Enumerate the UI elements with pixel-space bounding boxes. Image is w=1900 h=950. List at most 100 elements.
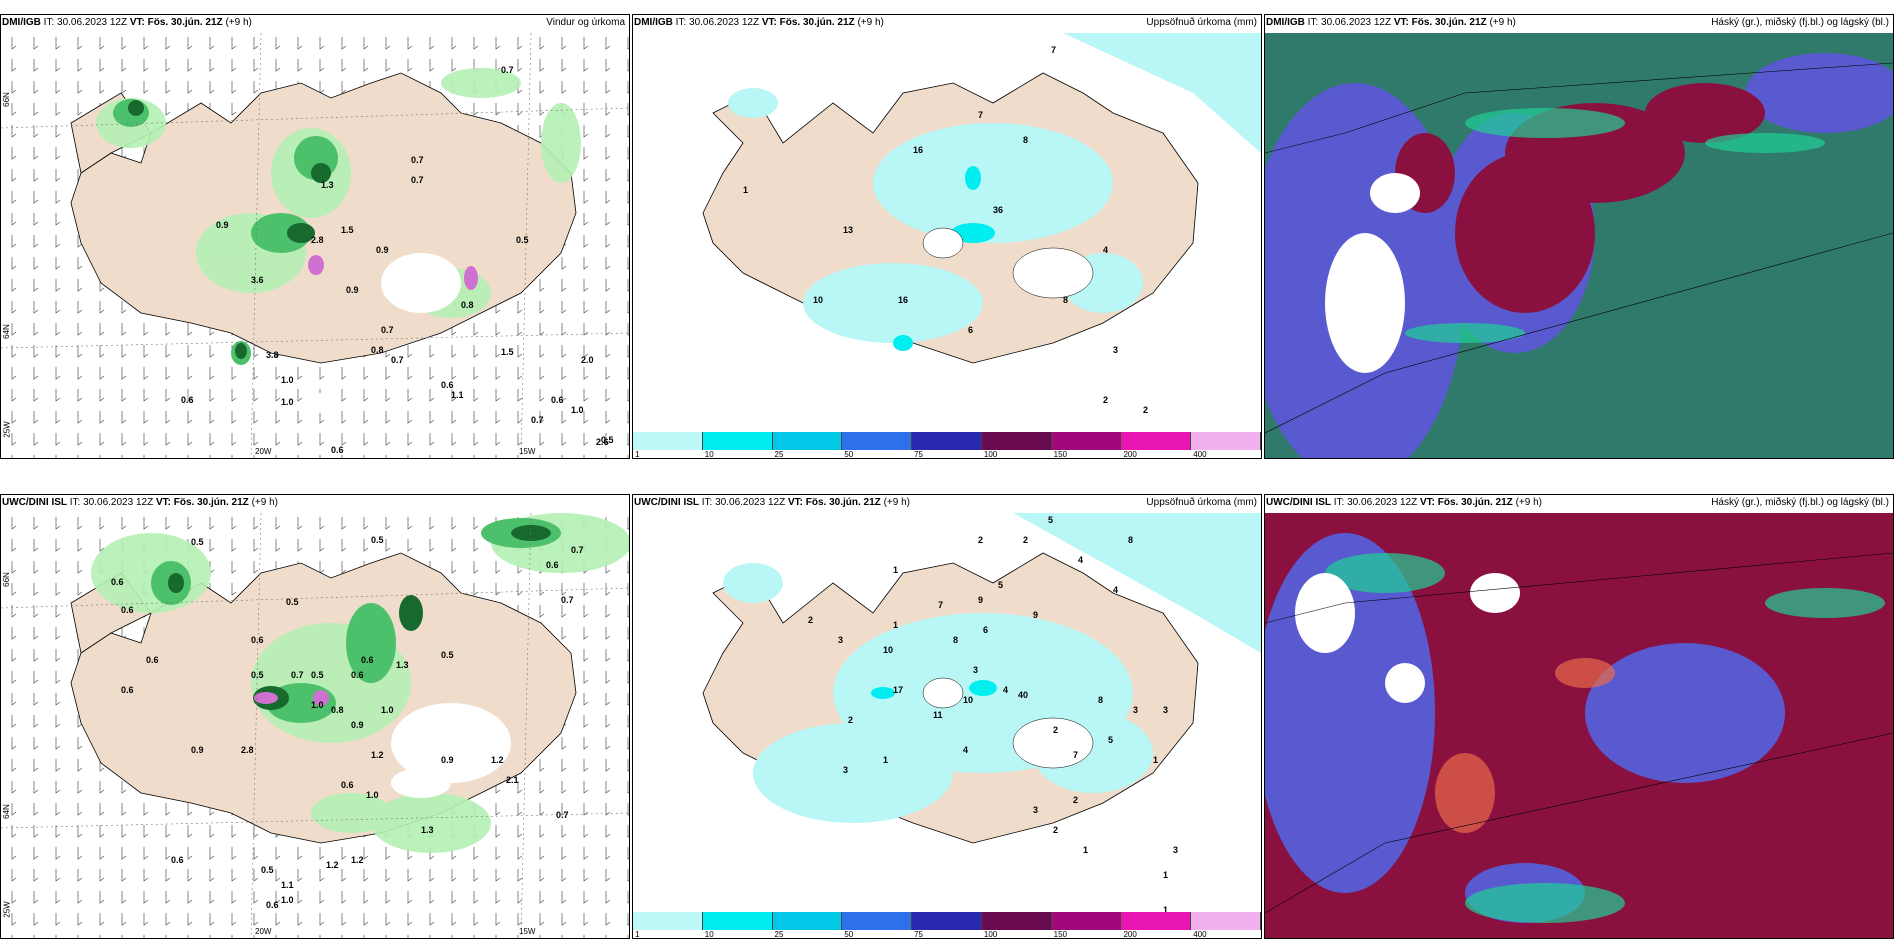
precip-value-label: 2	[808, 615, 813, 625]
panel-title: Háský (gr.), miðský (fj.bl.) og lágský (…	[1711, 17, 1889, 28]
precip-values: 0.7 0.9 1.3 0.7 0.7 0.5 0.9 1.5 0.6 0.7 0.9 3.6 2.8 0…	[181, 65, 614, 455]
init-time: 30.06.2023 12Z	[715, 497, 786, 508]
panel-header: DMI/IGB IT: 30.06.2023 12Z VT: Fös. 30.j…	[633, 15, 1261, 31]
model-source: DMI/IGB	[1266, 17, 1305, 28]
glacier-white	[306, 253, 461, 413]
precip-value-label: 2.0	[581, 355, 594, 365]
lon-label-20w: 20W	[255, 447, 272, 456]
panel-dmi-wind-precip: DMI/IGB IT: 30.06.2023 12Z VT: Fös. 30.j…	[0, 14, 630, 459]
cloud-mid	[1405, 108, 1825, 343]
init-time: 30.06.2023 12Z	[57, 17, 128, 28]
panel-header: UWC/DINI ISL IT: 30.06.2023 12Z VT: Fös.…	[1, 495, 629, 511]
colorbar-label: 200	[1123, 450, 1137, 459]
panel-dmi-clouds: DMI/IGB IT: 30.06.2023 12Z VT: Fös. 30.j…	[1264, 14, 1894, 459]
lon-label-25w: 25W	[2, 901, 12, 918]
precip-value-label: 36	[993, 205, 1003, 215]
precip-value-label: 3	[1163, 705, 1168, 715]
precip-value-label: 1	[893, 620, 898, 630]
colorbar-cell	[772, 912, 843, 930]
precip-value-label: 10	[963, 695, 973, 705]
wind-precip-map: 0.7 0.9 1.3 0.7 0.7 0.5 0.9 1.5 0.6 0.7 0.9 3.6 2.8 0…	[1, 33, 629, 458]
precip-dark	[128, 100, 331, 359]
precip-value-label: 2.1	[506, 775, 519, 785]
precip-value-label: 3.6	[251, 275, 264, 285]
colorbar-label: 25	[774, 930, 784, 939]
precip-value-label: 3	[1133, 705, 1138, 715]
precip-value-label: 1.0	[366, 790, 379, 800]
colorbar-cell	[912, 912, 982, 930]
precip-value-label: 0.5	[311, 670, 324, 680]
valid-time: Fös. 30.jún. 21Z	[779, 17, 855, 28]
precip-value-label: 0.6	[171, 855, 184, 865]
it-label: IT:	[701, 497, 713, 508]
lat-label-64n: 64N	[1, 804, 11, 819]
colorbar-label: 200	[1123, 930, 1137, 939]
cloud-cover-map	[1265, 33, 1893, 458]
precip-value-label: 5	[1048, 515, 1053, 525]
precip-value-label: 0.8	[331, 705, 344, 715]
precip-value-label: 2.8	[311, 235, 324, 245]
colorbar-label: 400	[1193, 930, 1207, 939]
lead-time: (+9 h)	[251, 497, 278, 508]
colorbar-label: 10	[704, 450, 714, 459]
precip-values: 0.5 0.5 0.6 0.7 0.6 0.6 0.5 0.6 0.6 0.7 0.5 0.7 0.5 0…	[111, 535, 584, 910]
colorbar-cell	[1121, 432, 1192, 450]
precip-value-label: 4	[963, 745, 968, 755]
precip-value-label: 4	[1103, 245, 1108, 255]
precip-value-label: 1.2	[491, 755, 504, 765]
lead-time: (+9 h)	[225, 17, 252, 28]
precip-value-label: 1.0	[281, 375, 294, 385]
precip-value-label: 8	[1063, 295, 1068, 305]
cloud-cover-map	[1265, 513, 1893, 938]
precip-value-label: 8	[1023, 135, 1028, 145]
precip-value-label: 2.8	[241, 745, 254, 755]
precip-value-label: 0.7	[391, 355, 404, 365]
valid-time: Fös. 30.jún. 21Z	[147, 17, 223, 28]
valid-time: Fös. 30.jún. 21Z	[805, 497, 881, 508]
precip-value-label: 7	[938, 600, 943, 610]
precip-value-label: 4	[1003, 685, 1008, 695]
colorbar-label: 150	[1053, 930, 1068, 939]
precip-value-label: 7	[978, 110, 983, 120]
precip-value-label: 13	[843, 225, 853, 235]
precip-value-label: 0.6	[266, 900, 279, 910]
precip-value-label: 5	[998, 580, 1003, 590]
colorbar-label: 25	[774, 450, 784, 459]
colorbar-label: 100	[983, 930, 998, 939]
precip-value-label: 0.8	[371, 345, 384, 355]
it-label: IT:	[675, 17, 687, 28]
precip-value-label: 2	[1053, 725, 1058, 735]
precip-value-label: 0.9	[441, 755, 454, 765]
init-time: 30.06.2023 12Z	[83, 497, 154, 508]
precip-value-label: 0.6	[181, 395, 194, 405]
precip-value-label: 0.5	[261, 865, 274, 875]
precip-value-label: 3	[973, 665, 978, 675]
cloud-high-orange	[1435, 658, 1615, 833]
precip-value-label: 3	[843, 765, 848, 775]
valid-time: Fös. 30.jún. 21Z	[1437, 497, 1513, 508]
precip-value-label: 0.6	[551, 395, 564, 405]
precip-value-label: 11	[933, 710, 943, 720]
model-source: UWC/DINI ISL	[2, 497, 67, 508]
precip-value-label: 2	[1143, 405, 1148, 415]
precip-value-label: 10	[883, 645, 893, 655]
lead-time: (+9 h)	[1515, 497, 1542, 508]
glacier-white	[922, 677, 1094, 769]
vt-label: VT:	[761, 17, 777, 28]
precip-value-label: 8	[953, 635, 958, 645]
precip-value-label: 1.0	[381, 705, 394, 715]
precip-value-label: 0.6	[331, 445, 344, 455]
precip-value-label: 0.7	[531, 415, 544, 425]
precip-value-label: 0.9	[191, 745, 204, 755]
precip-value-label: 1.0	[281, 895, 294, 905]
grid-lines	[1, 513, 629, 938]
init-time: 30.06.2023 12Z	[1347, 497, 1418, 508]
lead-time: (+9 h)	[1489, 17, 1516, 28]
precip-value-label: 4	[1113, 585, 1118, 595]
precip-value-label: 1	[1163, 870, 1168, 880]
precip-value-label: 1.2	[371, 750, 384, 760]
vt-label: VT:	[1419, 497, 1435, 508]
precip-value-label: 0.6	[341, 780, 354, 790]
precip-value-label: 0.6	[121, 685, 134, 695]
